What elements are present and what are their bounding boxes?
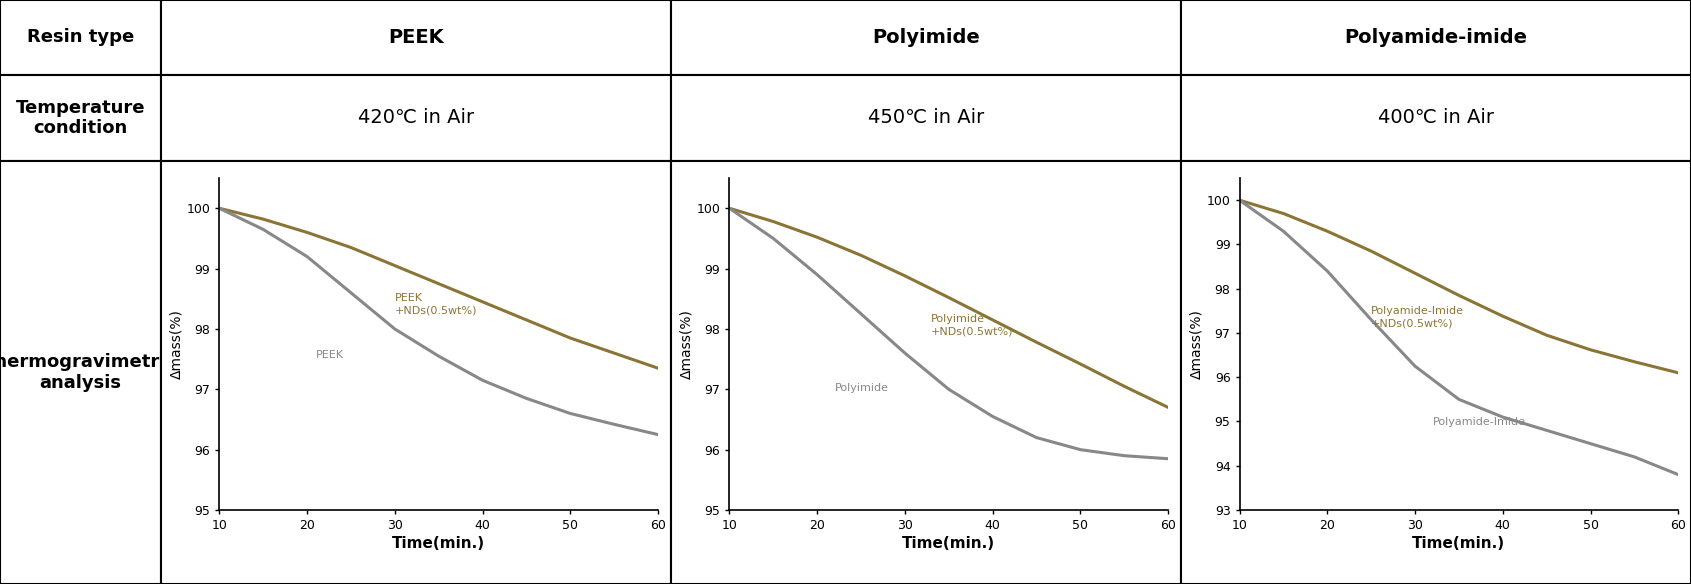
X-axis label: Time(min.): Time(min.): [392, 536, 485, 551]
Text: Polyimide: Polyimide: [835, 383, 889, 393]
Text: PEEK: PEEK: [316, 350, 343, 360]
Y-axis label: Δmass(%): Δmass(%): [169, 309, 184, 379]
Text: Polyamide-Imide
+NDs(0.5wt%): Polyamide-Imide +NDs(0.5wt%): [1371, 307, 1464, 329]
Text: PEEK
+NDs(0.5wt%): PEEK +NDs(0.5wt%): [394, 293, 477, 315]
Text: Thermogravimetric
analysis: Thermogravimetric analysis: [0, 353, 178, 392]
Text: Polyamide-Imide: Polyamide-Imide: [1432, 417, 1525, 427]
Text: PEEK: PEEK: [387, 28, 443, 47]
Text: Polyamide-imide: Polyamide-imide: [1344, 28, 1527, 47]
X-axis label: Time(min.): Time(min.): [1412, 536, 1505, 551]
Text: Polyimide: Polyimide: [873, 28, 979, 47]
Text: 450℃ in Air: 450℃ in Air: [867, 109, 984, 127]
Text: 400℃ in Air: 400℃ in Air: [1378, 109, 1493, 127]
Text: 420℃ in Air: 420℃ in Air: [357, 109, 473, 127]
Y-axis label: Δmass(%): Δmass(%): [1190, 309, 1204, 379]
Text: Resin type: Resin type: [27, 29, 134, 46]
X-axis label: Time(min.): Time(min.): [903, 536, 996, 551]
Text: Polyimide
+NDs(0.5wt%): Polyimide +NDs(0.5wt%): [932, 314, 1013, 336]
Y-axis label: Δmass(%): Δmass(%): [680, 309, 693, 379]
Text: Temperature
condition: Temperature condition: [15, 99, 145, 137]
